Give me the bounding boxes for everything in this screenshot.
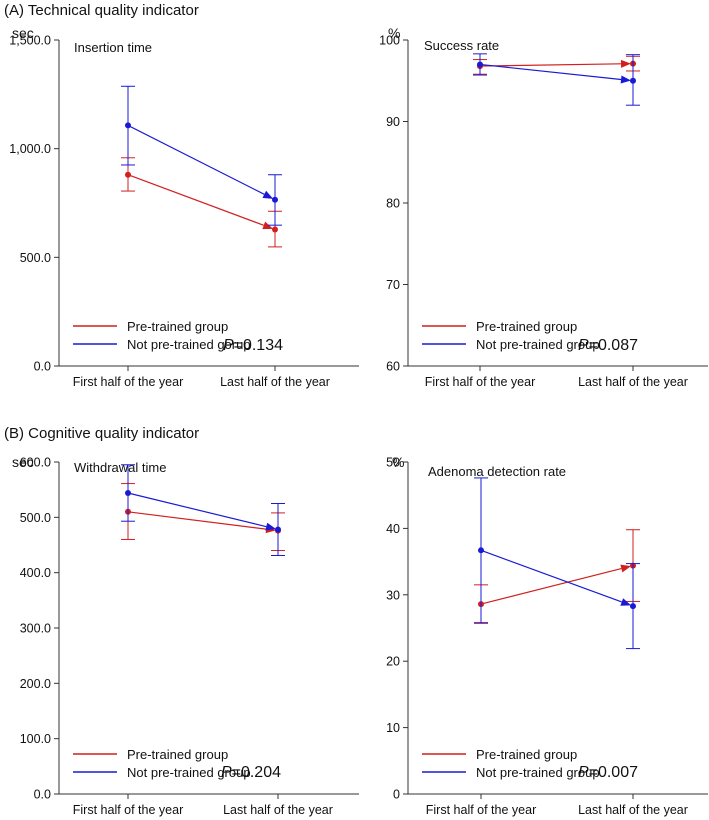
panel-title: Adenoma detection rate — [428, 464, 566, 479]
not-pretrained-data-point — [275, 526, 281, 533]
p-value-number: =0.134 — [234, 337, 283, 354]
section-b-title: (B) Cognitive quality indicator — [4, 425, 199, 442]
p-value-number: =0.204 — [232, 764, 281, 781]
legend-not-pretrained-label: Not pre-trained group — [476, 337, 600, 352]
panel-title: Success rate — [424, 38, 499, 53]
y-tick-label: 500.0 — [20, 251, 51, 265]
not-pretrained-arrowhead — [265, 522, 277, 531]
pretrained-data-point — [125, 171, 131, 178]
not-pretrained-series-line — [479, 63, 622, 81]
y-tick-label: 100 — [379, 34, 400, 48]
legend-not-pretrained-label: Not pre-trained group — [476, 765, 600, 780]
not-pretrained-arrowhead — [262, 190, 274, 199]
panel-title: Withdrawal time — [74, 460, 166, 475]
x-tick-label: First half of the year — [73, 803, 183, 817]
panel-adenoma-detection-rate: 0 10 20 30 40 50 First half of the year Last ha… — [386, 454, 708, 817]
y-tick-label: 70 — [386, 278, 400, 292]
pretrained-arrowhead — [620, 564, 632, 573]
p-value-number: =0.007 — [589, 764, 638, 781]
y-tick-label: 20 — [386, 655, 400, 669]
y-tick-label: 40 — [386, 522, 400, 536]
p-value-letter: P — [221, 764, 232, 781]
pretrained-series-line — [479, 63, 622, 67]
y-unit-label: sec — [12, 25, 34, 41]
p-value-letter: P — [578, 764, 589, 781]
x-tick-label: First half of the year — [73, 375, 183, 389]
y-tick-label: 30 — [386, 588, 400, 602]
y-tick-label: 600.0 — [20, 456, 51, 470]
panel-withdrawal-time: 0.0 100.0 200.0 300.0 400.0 500.0 600.0 First h… — [12, 454, 359, 817]
panel-insertion-time: 0.0 500.0 1,000.0 1,500.0 First half of the … — [9, 25, 359, 389]
y-tick-label: 500.0 — [20, 511, 51, 525]
not-pretrained-data-point — [630, 77, 636, 84]
y-tick-label: 100.0 — [20, 732, 51, 746]
p-value-letter: P — [578, 337, 589, 354]
not-pretrained-data-point — [477, 61, 483, 68]
pretrained-arrowhead — [620, 59, 632, 68]
p-value: P=0.134 — [223, 337, 283, 354]
pretrained-series-line — [127, 511, 267, 530]
not-pretrained-arrowhead — [620, 598, 632, 606]
y-tick-label: 10 — [386, 721, 400, 735]
y-unit-label: % — [392, 454, 404, 470]
not-pretrained-data-point — [630, 603, 636, 610]
x-tick-label: Last half of the year — [223, 803, 333, 817]
y-tick-label: 80 — [386, 197, 400, 211]
legend-pretrained-label: Pre-trained group — [127, 319, 228, 334]
legend-not-pretrained-label: Not pre-trained group — [127, 765, 251, 780]
panel-title: Insertion time — [74, 40, 152, 55]
pretrained-series-line — [480, 567, 622, 605]
y-tick-label: 300.0 — [20, 622, 51, 636]
y-tick-label: 0.0 — [34, 360, 51, 374]
not-pretrained-series-line — [127, 124, 265, 195]
section-a-title: (A) Technical quality indicator — [4, 2, 199, 19]
legend-not-pretrained-label: Not pre-trained gorup — [127, 337, 251, 352]
x-tick-label: Last half of the year — [220, 375, 330, 389]
y-unit-label: sec — [12, 454, 34, 470]
p-value-number: =0.087 — [589, 337, 638, 354]
y-tick-label: 60 — [386, 360, 400, 374]
x-tick-label: First half of the year — [426, 803, 536, 817]
pretrained-arrowhead — [262, 221, 274, 230]
pretrained-data-point — [272, 226, 278, 233]
not-pretrained-series-line — [480, 549, 622, 603]
not-pretrained-data-point — [125, 122, 131, 129]
y-tick-label: 200.0 — [20, 677, 51, 691]
y-tick-label: 50 — [386, 456, 400, 470]
pretrained-series-line — [127, 174, 264, 226]
legend-pretrained-label: Pre-trained group — [476, 747, 577, 762]
not-pretrained-data-point — [478, 547, 484, 554]
x-tick-label: First half of the year — [425, 375, 535, 389]
y-tick-label: 400.0 — [20, 566, 51, 580]
not-pretrained-arrowhead — [620, 75, 632, 84]
p-value: P=0.007 — [578, 764, 638, 781]
x-tick-label: Last half of the year — [578, 803, 688, 817]
legend-pretrained-label: Pre-trained group — [127, 747, 228, 762]
panel-success-rate: 60 70 80 90 100 First half of the year Last ha… — [379, 25, 708, 389]
p-value-letter: P — [223, 337, 234, 354]
y-tick-label: 90 — [386, 115, 400, 129]
p-value: P=0.204 — [221, 764, 281, 781]
not-pretrained-data-point — [272, 196, 278, 203]
legend-pretrained-label: Pre-trained group — [476, 319, 577, 334]
y-tick-label: 0 — [393, 788, 400, 802]
y-tick-label: 1,500.0 — [9, 34, 51, 48]
x-tick-label: Last half of the year — [578, 375, 688, 389]
y-tick-label: 0.0 — [34, 788, 51, 802]
not-pretrained-data-point — [125, 489, 131, 496]
p-value: P=0.087 — [578, 337, 638, 354]
not-pretrained-series-line — [127, 492, 267, 528]
y-unit-label: % — [388, 25, 400, 41]
y-tick-label: 1,000.0 — [9, 142, 51, 156]
